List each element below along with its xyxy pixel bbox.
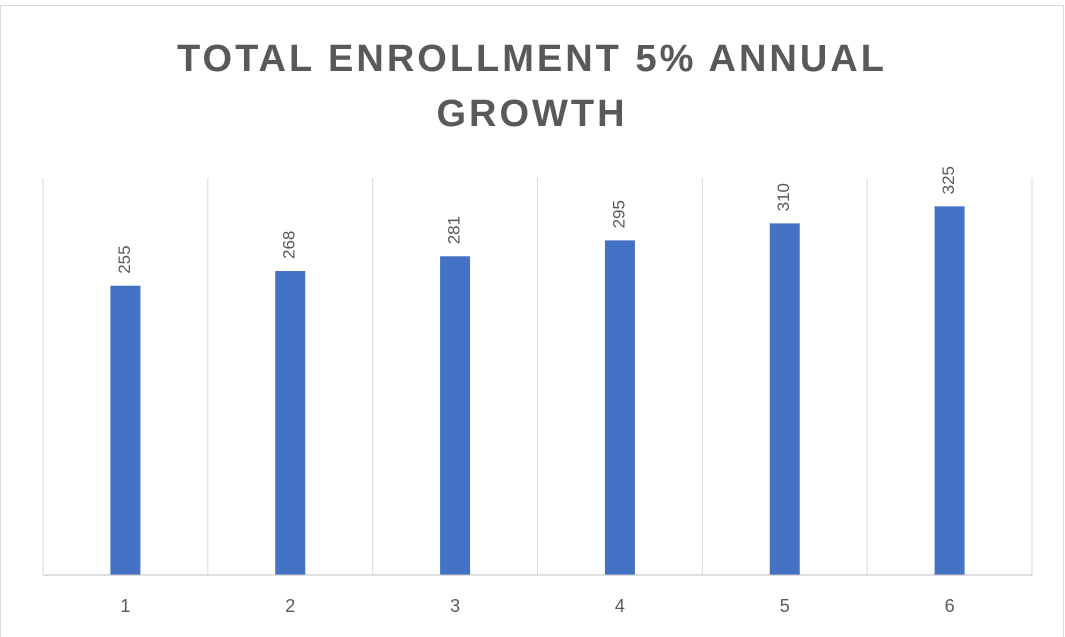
- x-tick-label: 5: [780, 596, 790, 616]
- bar: [110, 285, 141, 575]
- bar: [440, 256, 471, 575]
- bar: [934, 206, 965, 575]
- bar: [604, 240, 635, 575]
- data-label: 281: [445, 216, 464, 244]
- data-label: 325: [939, 166, 958, 194]
- x-tick-label: 1: [120, 596, 130, 616]
- chart-title: TOTAL ENROLLMENT 5% ANNUAL GROWTH: [177, 38, 887, 135]
- x-tick-label: 6: [945, 596, 955, 616]
- bar: [275, 271, 306, 575]
- data-label: 268: [280, 231, 299, 259]
- data-label: 295: [609, 200, 628, 228]
- x-tick-label: 4: [615, 596, 625, 616]
- x-tick-label: 3: [450, 596, 460, 616]
- data-label: 310: [774, 183, 793, 211]
- x-tick-label: 2: [285, 596, 295, 616]
- chart-frame: [0, 5, 1064, 637]
- bar: [769, 223, 800, 575]
- data-label: 255: [115, 245, 134, 273]
